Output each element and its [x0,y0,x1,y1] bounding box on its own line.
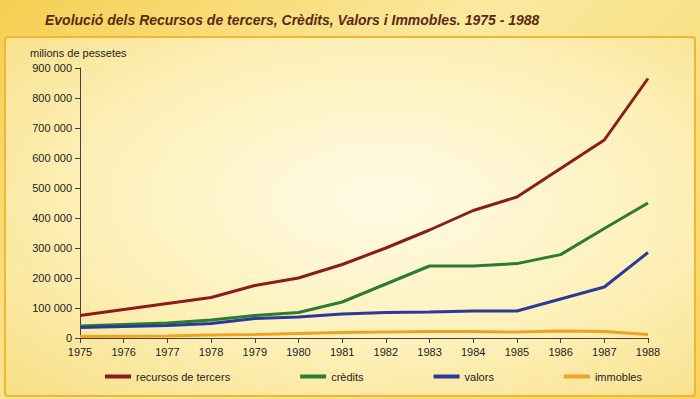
svg-text:milions de pessetes: milions de pessetes [30,47,127,59]
svg-text:1987: 1987 [592,346,616,358]
svg-text:1981: 1981 [330,346,354,358]
svg-text:400 000: 400 000 [32,212,72,224]
svg-text:1983: 1983 [417,346,441,358]
svg-text:1975: 1975 [68,346,92,358]
svg-text:immobles: immobles [595,371,643,383]
svg-text:1980: 1980 [286,346,310,358]
svg-text:700 000: 700 000 [32,122,72,134]
svg-text:Evolució dels Recursos de terc: Evolució dels Recursos de tercers, Crèdi… [45,12,540,28]
svg-text:1976: 1976 [111,346,135,358]
svg-text:1984: 1984 [461,346,485,358]
svg-text:1977: 1977 [155,346,179,358]
svg-text:100 000: 100 000 [32,302,72,314]
svg-text:300 000: 300 000 [32,242,72,254]
svg-text:900 000: 900 000 [32,62,72,74]
svg-text:recursos de tercers: recursos de tercers [136,371,231,383]
svg-text:1978: 1978 [199,346,223,358]
svg-text:crèdits: crèdits [331,371,364,383]
svg-text:800 000: 800 000 [32,92,72,104]
svg-text:1982: 1982 [374,346,398,358]
svg-text:600 000: 600 000 [32,152,72,164]
svg-text:1986: 1986 [548,346,572,358]
svg-text:1979: 1979 [243,346,267,358]
svg-text:500 000: 500 000 [32,182,72,194]
svg-text:1988: 1988 [636,346,660,358]
svg-text:200 000: 200 000 [32,272,72,284]
svg-text:0: 0 [66,332,72,344]
svg-text:valors: valors [465,371,495,383]
svg-text:1985: 1985 [505,346,529,358]
